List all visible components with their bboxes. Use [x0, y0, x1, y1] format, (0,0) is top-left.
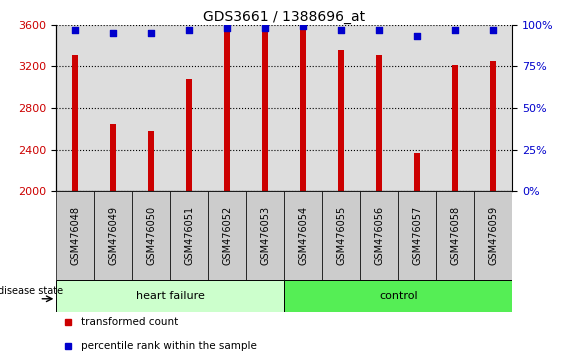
Bar [377, 56, 382, 191]
Bar [262, 32, 268, 191]
Text: GSM476050: GSM476050 [146, 206, 157, 265]
FancyBboxPatch shape [322, 191, 360, 280]
Text: GSM476055: GSM476055 [336, 206, 346, 265]
Text: GSM476053: GSM476053 [260, 206, 270, 265]
Bar [338, 50, 344, 191]
Bar [186, 79, 192, 191]
Point [375, 27, 384, 33]
Point [299, 24, 308, 29]
Text: disease state: disease state [0, 286, 64, 296]
Text: heart failure: heart failure [136, 291, 205, 301]
FancyBboxPatch shape [399, 191, 436, 280]
Bar [110, 124, 116, 191]
Bar [490, 61, 496, 191]
Text: GSM476048: GSM476048 [70, 206, 81, 265]
Title: GDS3661 / 1388696_at: GDS3661 / 1388696_at [203, 10, 365, 24]
FancyBboxPatch shape [474, 191, 512, 280]
Bar [414, 153, 420, 191]
Bar [149, 131, 154, 191]
FancyBboxPatch shape [284, 280, 512, 312]
Point [147, 30, 156, 36]
Text: GSM476057: GSM476057 [412, 206, 422, 265]
Text: transformed count: transformed count [82, 317, 178, 327]
Text: control: control [379, 291, 418, 301]
Text: GSM476051: GSM476051 [184, 206, 194, 265]
Bar [73, 56, 78, 191]
Point [223, 25, 232, 31]
Text: GSM476059: GSM476059 [488, 206, 498, 265]
FancyBboxPatch shape [56, 191, 95, 280]
Text: percentile rank within the sample: percentile rank within the sample [82, 341, 257, 350]
FancyBboxPatch shape [132, 191, 171, 280]
Point [109, 30, 118, 36]
FancyBboxPatch shape [360, 191, 399, 280]
Point [413, 34, 422, 39]
FancyBboxPatch shape [284, 191, 322, 280]
Bar [225, 32, 230, 191]
FancyBboxPatch shape [436, 191, 474, 280]
Text: GSM476058: GSM476058 [450, 206, 461, 265]
Text: GSM476049: GSM476049 [108, 206, 118, 265]
FancyBboxPatch shape [171, 191, 208, 280]
Text: GSM476054: GSM476054 [298, 206, 309, 265]
FancyBboxPatch shape [95, 191, 132, 280]
Bar [301, 26, 306, 191]
FancyBboxPatch shape [56, 280, 284, 312]
Point [337, 27, 346, 33]
Point [489, 27, 498, 33]
Point [71, 27, 80, 33]
Text: GSM476052: GSM476052 [222, 206, 233, 265]
FancyBboxPatch shape [247, 191, 284, 280]
Point [451, 27, 460, 33]
Bar [453, 65, 458, 191]
Text: GSM476056: GSM476056 [374, 206, 385, 265]
Point [185, 27, 194, 33]
Point [261, 25, 270, 31]
FancyBboxPatch shape [208, 191, 247, 280]
